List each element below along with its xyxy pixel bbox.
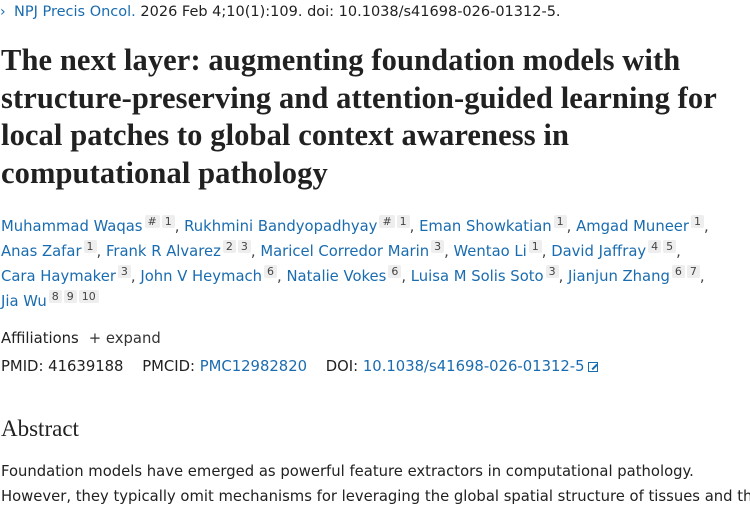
separator: , — [444, 243, 454, 260]
separator: , — [676, 243, 681, 260]
affiliations-label: Affiliations — [1, 330, 79, 347]
affiliation-ref[interactable]: 2 — [222, 240, 236, 253]
separator: , — [130, 268, 141, 285]
affiliation-ref[interactable]: 1 — [553, 215, 567, 228]
abstract-heading: Abstract — [1, 416, 79, 441]
author-list: Muhammad Waqas #1, Rukhmini Bandyopadhyay… — [1, 214, 750, 314]
separator: , — [409, 218, 420, 235]
abstract-line: Foundation models have emerged as powerf… — [1, 463, 694, 480]
affiliation-ref[interactable]: 1 — [528, 240, 542, 253]
affiliation-ref[interactable]: # — [144, 215, 160, 228]
affiliation-ref[interactable]: # — [379, 215, 395, 228]
author-link[interactable]: Amgad Muneer — [576, 218, 689, 235]
separator: , — [699, 268, 705, 285]
separator: , — [703, 218, 709, 235]
pmcid-link[interactable]: PMC12982820 — [199, 358, 308, 375]
author-link[interactable]: Frank R Alvarez — [105, 243, 221, 260]
pmid-value: 41639188 — [48, 358, 124, 375]
author-link[interactable]: Cara Haymaker — [1, 268, 116, 285]
separator: , — [250, 243, 261, 260]
affiliations-expand-button[interactable]: + expand — [88, 330, 161, 347]
affiliation-ref[interactable]: 6 — [388, 265, 402, 278]
abstract-line: However, they typically omit mechanisms … — [1, 488, 750, 505]
author-link[interactable]: Rukhmini Bandyopadhyay — [184, 218, 378, 235]
affiliation-ref[interactable]: 9 — [63, 290, 77, 303]
separator: , — [401, 268, 411, 285]
affiliation-ref[interactable]: 1 — [396, 215, 410, 228]
pmid-label: PMID: — [1, 358, 44, 375]
affiliation-ref[interactable]: 1 — [161, 215, 175, 228]
affiliation-ref[interactable]: 6 — [671, 265, 685, 278]
author-link[interactable]: Jianjun Zhang — [568, 268, 670, 285]
affiliation-ref[interactable]: 7 — [686, 265, 700, 278]
separator: , — [96, 243, 106, 260]
affiliation-ref[interactable]: 6 — [264, 265, 278, 278]
affiliation-ref[interactable]: 3 — [117, 265, 131, 278]
citation-line: › NPJ Precis Oncol. 2026 Feb 4;10(1):109.… — [0, 4, 561, 20]
author-link[interactable]: Anas Zafar — [1, 243, 82, 260]
affiliation-ref[interactable]: 10 — [78, 290, 99, 303]
article-title: The next layer: augmenting foundation mo… — [1, 43, 717, 190]
author-link[interactable]: David Jaffray — [551, 243, 647, 260]
affiliations: Affiliations + expand — [1, 330, 161, 347]
separator: , — [541, 243, 552, 260]
affiliation-ref[interactable]: 3 — [237, 240, 251, 253]
journal-link[interactable]: NPJ Precis Oncol. — [14, 4, 136, 20]
affiliation-ref[interactable]: 1 — [83, 240, 97, 253]
author-link[interactable]: John V Heymach — [140, 268, 263, 285]
affiliation-ref[interactable]: 3 — [431, 240, 445, 253]
chevron-right-icon[interactable]: › — [0, 4, 6, 20]
author-link[interactable]: Maricel Corredor Marin — [260, 243, 430, 260]
article-ids: PMID: 41639188 PMCID: PMC12982820 DOI: 1… — [1, 358, 598, 375]
doi-link[interactable]: 10.1038/s41698-026-01312-5 — [363, 358, 598, 375]
separator: , — [277, 268, 287, 285]
author-link[interactable]: Jia Wu — [1, 293, 47, 310]
affiliation-ref[interactable]: 8 — [48, 290, 62, 303]
external-link-icon — [587, 362, 598, 372]
separator: , — [558, 268, 569, 285]
doi-value: 10.1038/s41698-026-01312-5 — [362, 358, 585, 375]
author-link[interactable]: Wentao Li — [453, 243, 527, 260]
affiliation-ref[interactable]: 3 — [545, 265, 559, 278]
author-link[interactable]: Eman Showkatian — [419, 218, 552, 235]
author-link[interactable]: Luisa M Solis Soto — [410, 268, 544, 285]
separator: , — [566, 218, 577, 235]
doi-label: DOI: — [325, 358, 359, 375]
affiliation-ref[interactable]: 1 — [690, 215, 704, 228]
author-link[interactable]: Natalie Vokes — [286, 268, 387, 285]
affiliation-ref[interactable]: 4 — [648, 240, 662, 253]
separator: , — [174, 218, 185, 235]
citation-details: 2026 Feb 4;10(1):109. doi: 10.1038/s4169… — [135, 4, 561, 20]
author-link[interactable]: Muhammad Waqas — [1, 218, 143, 235]
affiliation-ref[interactable]: 5 — [663, 240, 677, 253]
abstract-text: Foundation models have emerged as powerf… — [1, 459, 750, 509]
pmcid-label: PMCID: — [142, 358, 195, 375]
